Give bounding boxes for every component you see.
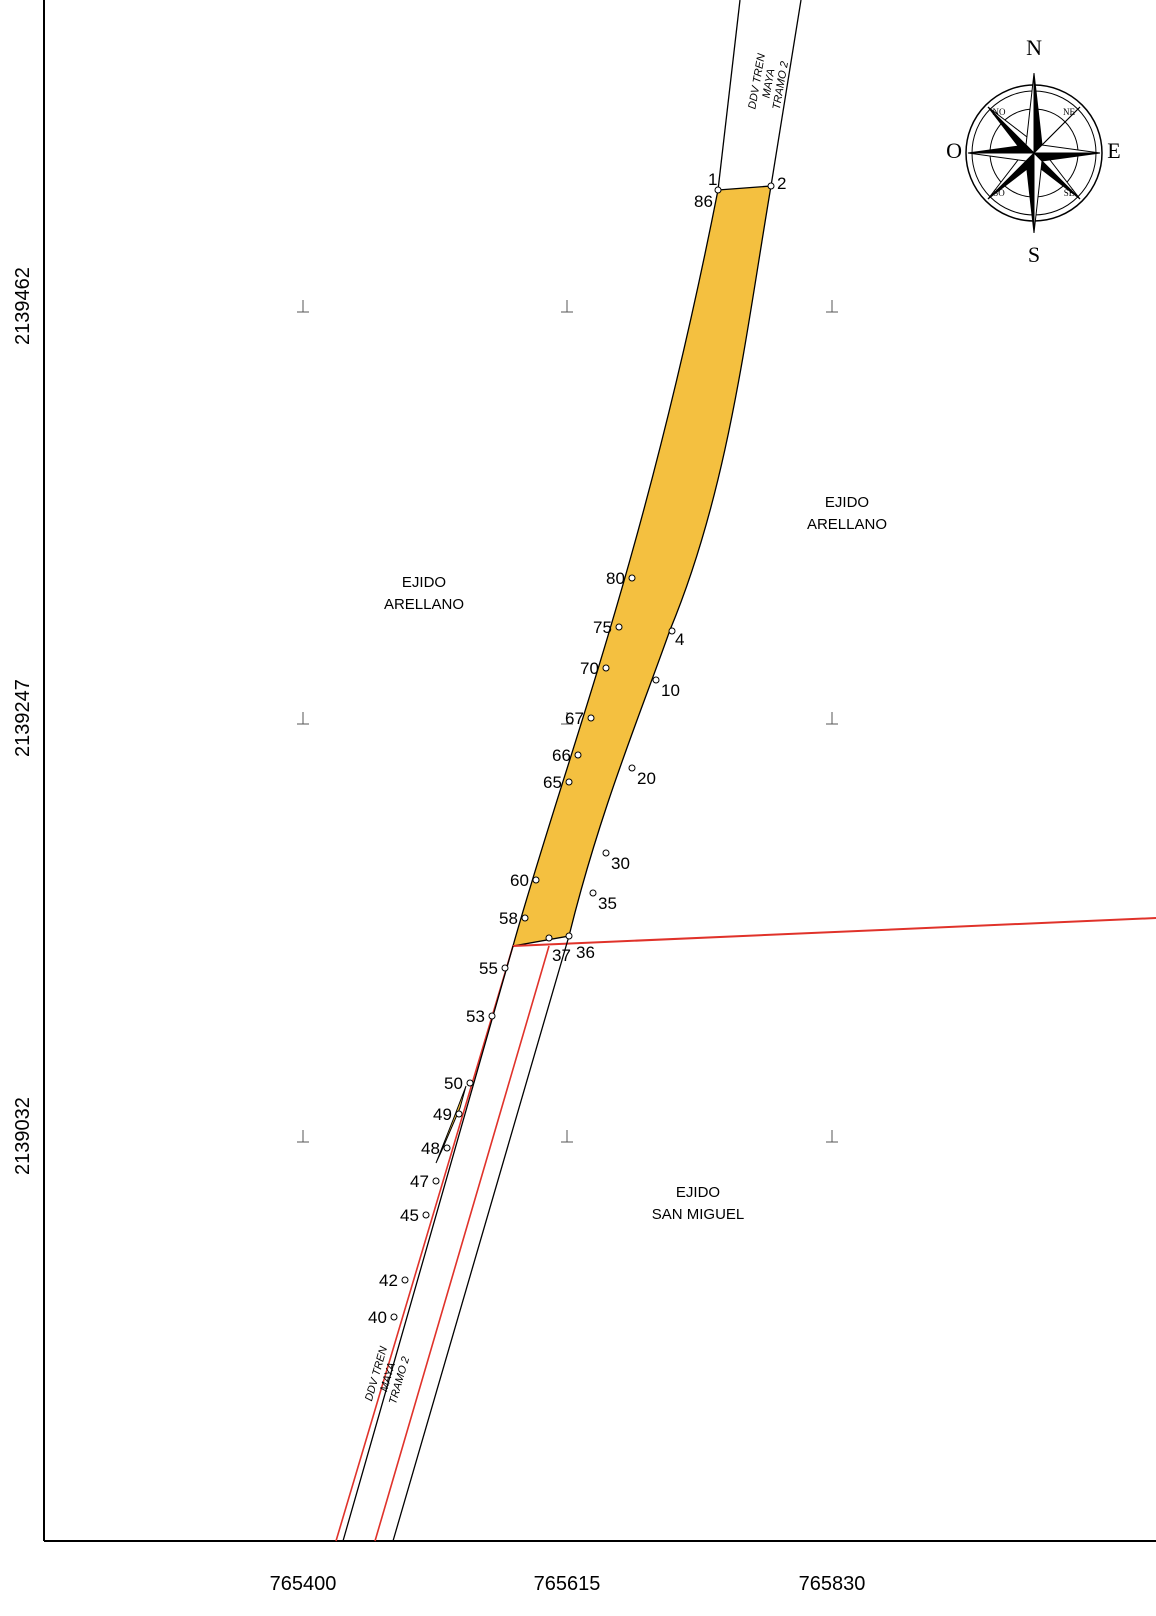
vertex-marker-35 (589, 889, 597, 897)
corridor-east-edge-north (770, 0, 802, 187)
vertex-marker-47 (432, 1177, 440, 1185)
area-labels: EJIDO ARELLANO EJIDO ARELLANO EJIDO SAN … (384, 494, 887, 1223)
vertex-marker-53 (488, 1012, 496, 1020)
vertex-marker-1 (714, 186, 722, 194)
vertex-marker-40 (390, 1313, 398, 1321)
property-boundary-east (512, 917, 1156, 947)
vertex-markers (390, 182, 775, 1321)
easting-label-1: 765400 (270, 1573, 337, 1595)
parcel-sliver (435, 1085, 467, 1164)
easting-label-3: 765830 (799, 1573, 866, 1595)
compass-rose-icon: N S E O NE NO SE SO (946, 35, 1121, 267)
vertex-marker-48 (443, 1144, 451, 1152)
vertex-label-70: 70 (580, 659, 599, 678)
compass-west-label: O (946, 138, 962, 163)
area-label-san-miguel-1: EJIDO (676, 1184, 720, 1201)
vertex-label-47: 47 (410, 1172, 429, 1191)
vertex-label-55: 55 (479, 959, 498, 978)
vertex-marker-49 (455, 1110, 463, 1118)
vertex-label-65: 65 (543, 773, 562, 792)
area-label-arellano-west-1: EJIDO (402, 574, 446, 591)
compass-south-label: S (1028, 242, 1040, 267)
area-label-arellano-west-2: ARELLANO (384, 596, 464, 613)
vertex-label-86: 86 (694, 192, 713, 211)
compass-southwest-label: SO (993, 188, 1005, 198)
vertex-marker-65 (565, 778, 573, 786)
vertex-label-49: 49 (433, 1105, 452, 1124)
vertex-label-80: 80 (606, 569, 625, 588)
area-label-arellano-east-2: ARELLANO (807, 516, 887, 533)
vertex-marker-50 (466, 1079, 474, 1087)
northing-axis-labels: 2139462 2139247 2139032 (12, 267, 34, 1175)
compass-north-label: N (1026, 35, 1042, 60)
vertex-label-50: 50 (444, 1074, 463, 1093)
compass-northeast-label: NE (1063, 107, 1075, 117)
vertex-label-75: 75 (593, 618, 612, 637)
vertex-marker-60 (532, 876, 540, 884)
vertex-marker-4 (668, 627, 676, 635)
vertex-marker-10 (652, 676, 660, 684)
vertex-marker-80 (628, 574, 636, 582)
vertex-label-67: 67 (565, 709, 584, 728)
vertex-label-20: 20 (637, 769, 656, 788)
vertex-marker-37 (545, 934, 553, 942)
vertex-label-4: 4 (675, 630, 684, 649)
easting-label-2: 765615 (534, 1573, 601, 1595)
vertex-marker-58 (521, 914, 529, 922)
vertex-label-45: 45 (400, 1206, 419, 1225)
corridor-east-edge-south (392, 935, 570, 1542)
vertex-marker-30 (602, 849, 610, 857)
vertex-label-58: 58 (499, 909, 518, 928)
area-label-arellano-east-1: EJIDO (825, 494, 869, 511)
vertex-label-42: 42 (379, 1271, 398, 1290)
corridor-label-bottom: DDV TREN MAYA TRAMO 2 (363, 1345, 412, 1406)
corridor-west-edge-south (342, 945, 514, 1542)
vertex-marker-45 (422, 1211, 430, 1219)
vertex-marker-36 (565, 932, 573, 940)
vertex-marker-70 (602, 664, 610, 672)
vertex-label-1: 1 (708, 170, 717, 189)
vertex-label-30: 30 (611, 854, 630, 873)
vertex-label-10: 10 (661, 681, 680, 700)
northing-label-2: 2139247 (12, 679, 34, 757)
area-label-san-miguel-2: SAN MIGUEL (652, 1206, 745, 1223)
northing-label-1: 2139462 (12, 267, 34, 345)
compass-southeast-label: SE (1064, 188, 1075, 198)
parcel-polygon (512, 185, 772, 947)
vertex-labels: 1 86 2 80 75 70 67 66 65 60 58 55 53 50 … (368, 170, 786, 1327)
grid-crosses (297, 300, 838, 1143)
vertex-marker-42 (401, 1276, 409, 1284)
vertex-label-2: 2 (777, 174, 786, 193)
property-boundary-south-b (374, 945, 550, 1542)
vertex-label-40: 40 (368, 1308, 387, 1327)
vertex-label-48: 48 (421, 1139, 440, 1158)
northing-label-3: 2139032 (12, 1097, 34, 1175)
vertex-label-35: 35 (598, 894, 617, 913)
vertex-label-37: 37 (552, 946, 571, 965)
vertex-label-53: 53 (466, 1007, 485, 1026)
corridor-label-top-2: MAYA (761, 68, 778, 99)
vertex-marker-20 (628, 764, 636, 772)
compass-northwest-label: NO (993, 107, 1006, 117)
vertex-marker-75 (615, 623, 623, 631)
vertex-label-36: 36 (576, 943, 595, 962)
vertex-label-60: 60 (510, 871, 529, 890)
vertex-marker-67 (587, 714, 595, 722)
vertex-marker-55 (501, 964, 509, 972)
vertex-marker-66 (574, 751, 582, 759)
easting-axis-labels: 765400 765615 765830 (270, 1573, 866, 1595)
corridor-west-edge-north (717, 0, 741, 191)
vertex-marker-2 (767, 182, 775, 190)
corridor-label-top: DDV TREN MAYA TRAMO 2 (746, 53, 791, 111)
vertex-label-66: 66 (552, 746, 571, 765)
property-boundary-south-a (335, 945, 514, 1542)
compass-east-label: E (1107, 138, 1120, 163)
